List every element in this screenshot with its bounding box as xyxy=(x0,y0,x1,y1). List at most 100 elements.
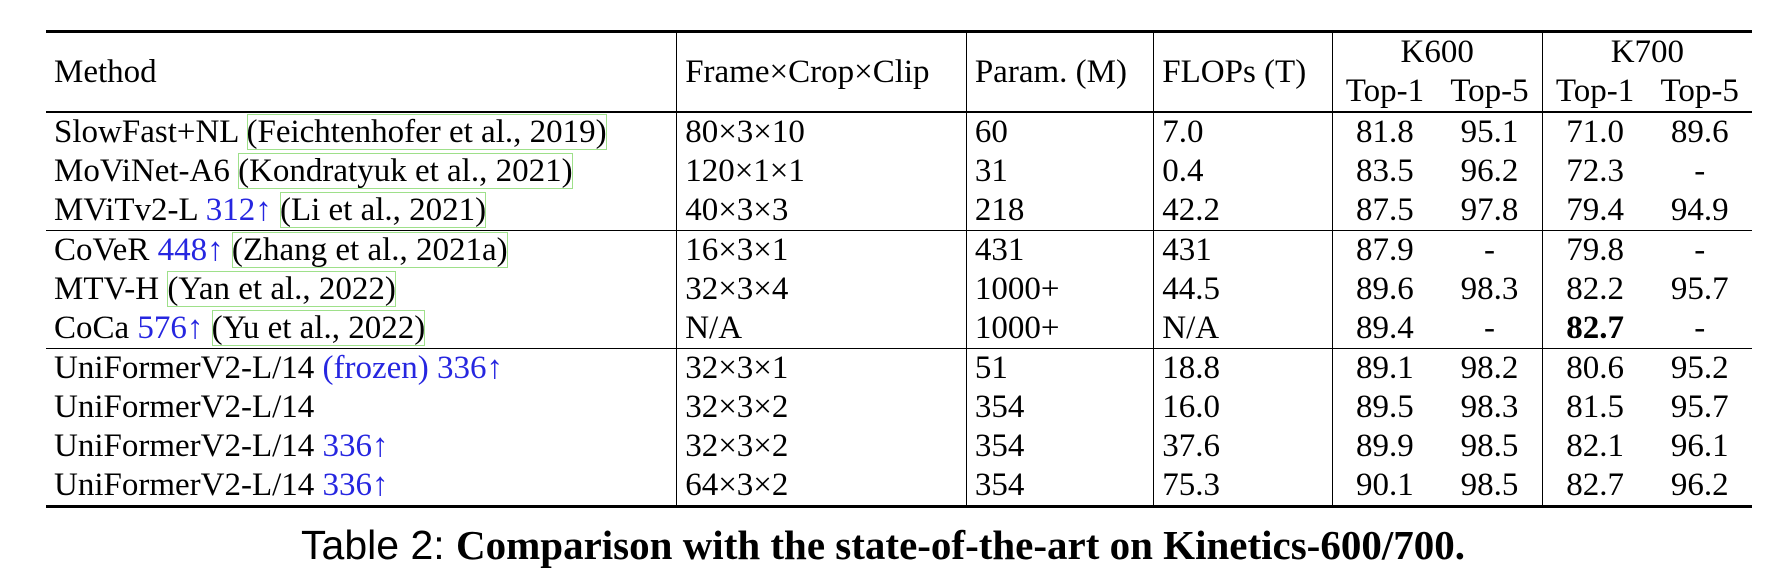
method-variant: 312↑ xyxy=(205,192,272,228)
frame-cell: 32×3×1 xyxy=(676,348,967,388)
param-cell: 1000+ xyxy=(966,270,1155,309)
flops-cell: 0.4 xyxy=(1153,152,1333,191)
citation-link[interactable]: (Zhang et al., 2021a) xyxy=(231,232,508,268)
header-param: Param. (M) xyxy=(966,31,1155,113)
method-name: MTV-H xyxy=(54,271,168,307)
citation-link[interactable]: (Kondratyuk et al., 2021) xyxy=(238,153,573,189)
param-cell: 354 xyxy=(966,388,1155,427)
header-k700: K700 xyxy=(1610,34,1685,70)
table-row: UniFormerV2-L/14 336↑ 32×3×2 354 37.6 89.9 98… xyxy=(46,427,1752,466)
k600-top1-cell: 90.1 xyxy=(1356,467,1414,503)
method-name: CoCa xyxy=(54,310,138,346)
method-cell: MViTv2-L 312↑ (Li et al., 2021) xyxy=(46,191,678,231)
table-row: MViTv2-L 312↑ (Li et al., 2021) 40×3×3 218… xyxy=(46,191,1752,231)
frame-cell: 40×3×3 xyxy=(676,191,967,231)
table-row: MoViNet-A6 (Kondratyuk et al., 2021) 120×… xyxy=(46,152,1752,191)
citation-link[interactable]: (Yan et al., 2022) xyxy=(167,271,396,307)
flops-cell: 75.3 xyxy=(1153,466,1333,507)
method-cell: UniFormerV2-L/14 (frozen) 336↑ xyxy=(46,348,678,388)
method-cell: SlowFast+NL (Feichtenhofer et al., 2019) xyxy=(46,112,678,152)
method-name: UniFormerV2-L/14 xyxy=(54,428,323,464)
k600-top1-cell: 83.5 xyxy=(1356,153,1414,189)
flops-cell: 18.8 xyxy=(1153,348,1333,388)
table-row: CoCa 576↑ (Yu et al., 2022) N/A 1000+ N/A 89… xyxy=(46,309,1752,349)
table-row: UniFormerV2-L/14 (frozen) 336↑ 32×3×1 51 18… xyxy=(46,348,1752,388)
k700-top1-cell: 79.4 xyxy=(1566,192,1624,228)
method-variant: 576↑ xyxy=(137,310,204,346)
k700-top5-cell: 94.9 xyxy=(1670,192,1729,228)
method-variant: (frozen) 336↑ xyxy=(322,350,504,386)
header-frame-crop-clip: Frame×Crop×Clip xyxy=(676,31,967,113)
k600-top5-cell: - xyxy=(1437,230,1543,270)
method-name: MoViNet-A6 xyxy=(54,153,239,189)
param-cell: 431 xyxy=(966,230,1155,270)
k700-top5-cell: - xyxy=(1694,232,1706,268)
k700-top5-cell: 89.6 xyxy=(1670,114,1729,150)
k600-top5-cell: 98.5 xyxy=(1437,466,1543,507)
citation-link[interactable]: (Feichtenhofer et al., 2019) xyxy=(246,114,607,150)
k600-top1-cell: 89.9 xyxy=(1356,428,1414,464)
frame-cell: 16×3×1 xyxy=(676,230,967,270)
method-cell: MoViNet-A6 (Kondratyuk et al., 2021) xyxy=(46,152,678,191)
k600-top1-cell: 89.4 xyxy=(1356,310,1414,346)
comparison-table: Method Frame×Crop×Clip Param. (M) FLOPs … xyxy=(46,30,1752,508)
param-cell: 60 xyxy=(966,112,1155,152)
header-k700-top5: Top-5 xyxy=(1647,72,1752,113)
k700-top5-cell: 95.2 xyxy=(1670,350,1729,386)
method-cell: UniFormerV2-L/14 xyxy=(46,388,678,427)
citation-link[interactable]: (Li et al., 2021) xyxy=(279,192,487,228)
header-k600-top1: Top-1 xyxy=(1332,72,1438,113)
method-name: MViTv2-L xyxy=(54,192,206,228)
method-name: SlowFast+NL xyxy=(54,114,247,150)
k600-top5-cell: 98.3 xyxy=(1437,270,1543,309)
table-caption: Table 2: Comparison with the state-of-th… xyxy=(0,520,1766,570)
caption-label: Table 2: xyxy=(301,522,457,568)
table-row: CoVeR 448↑ (Zhang et al., 2021a) 16×3×1 43… xyxy=(46,230,1752,270)
param-cell: 31 xyxy=(966,152,1155,191)
k700-top1-cell: 80.6 xyxy=(1566,350,1624,386)
method-name: UniFormerV2-L/14 xyxy=(54,467,323,503)
flops-cell: N/A xyxy=(1153,309,1333,349)
k700-top5-cell: 96.1 xyxy=(1670,428,1729,464)
method-cell: CoVeR 448↑ (Zhang et al., 2021a) xyxy=(46,230,678,270)
header-k600: K600 xyxy=(1332,31,1543,72)
table-row: MTV-H (Yan et al., 2022) 32×3×4 1000+ 44.5 8… xyxy=(46,270,1752,309)
header-method: Method xyxy=(46,31,678,113)
header-flops: FLOPs (T) xyxy=(1153,31,1333,113)
table-row: UniFormerV2-L/14 336↑ 64×3×2 354 75.3 90.1 98… xyxy=(46,466,1752,507)
frame-cell: 64×3×2 xyxy=(676,466,967,507)
k600-top5-cell: 95.1 xyxy=(1437,112,1543,152)
k700-top1-cell: 82.7 xyxy=(1566,467,1624,503)
k700-top1-cell: 79.8 xyxy=(1566,232,1624,268)
k600-top5-cell: 98.2 xyxy=(1437,348,1543,388)
flops-cell: 37.6 xyxy=(1153,427,1333,466)
k600-top5-cell: 98.3 xyxy=(1437,388,1543,427)
k600-top1-cell: 87.9 xyxy=(1356,232,1414,268)
method-variant: 448↑ xyxy=(157,232,224,268)
k600-top5-cell: - xyxy=(1437,309,1543,349)
param-cell: 1000+ xyxy=(966,309,1155,349)
k700-top1-cell: 82.2 xyxy=(1566,271,1624,307)
caption-text: Comparison with the state-of-the-art on … xyxy=(456,522,1465,568)
frame-cell: 32×3×2 xyxy=(676,427,967,466)
k600-top1-cell: 89.5 xyxy=(1356,389,1414,425)
k700-top1-cell: 71.0 xyxy=(1566,114,1624,150)
k700-top5-cell: - xyxy=(1694,310,1706,346)
frame-cell: N/A xyxy=(676,309,967,349)
frame-cell: 32×3×4 xyxy=(676,270,967,309)
k600-top5-cell: 97.8 xyxy=(1437,191,1543,231)
method-cell: CoCa 576↑ (Yu et al., 2022) xyxy=(46,309,678,349)
k700-top1-cell: 82.7 xyxy=(1566,310,1624,346)
header-k600-top5: Top-5 xyxy=(1437,72,1543,113)
flops-cell: 42.2 xyxy=(1153,191,1333,231)
method-name: UniFormerV2-L/14 xyxy=(54,389,315,425)
k600-top1-cell: 89.1 xyxy=(1356,350,1414,386)
citation-link[interactable]: (Yu et al., 2022) xyxy=(211,310,426,346)
method-variant: 336↑ xyxy=(322,428,389,464)
k600-top5-cell: 96.2 xyxy=(1437,152,1543,191)
frame-cell: 120×1×1 xyxy=(676,152,967,191)
k700-top1-cell: 72.3 xyxy=(1566,153,1624,189)
frame-cell: 32×3×2 xyxy=(676,388,967,427)
param-cell: 218 xyxy=(966,191,1155,231)
method-cell: UniFormerV2-L/14 336↑ xyxy=(46,427,678,466)
